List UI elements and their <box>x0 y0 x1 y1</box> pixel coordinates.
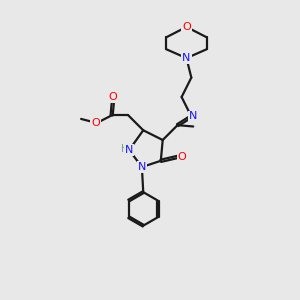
Text: O: O <box>91 118 100 128</box>
Text: O: O <box>182 22 191 32</box>
Text: H: H <box>121 144 128 154</box>
Text: N: N <box>125 145 134 155</box>
Text: O: O <box>109 92 117 102</box>
Text: N: N <box>182 53 191 63</box>
Text: O: O <box>178 152 187 162</box>
Text: N: N <box>188 112 197 122</box>
Text: N: N <box>138 162 146 172</box>
